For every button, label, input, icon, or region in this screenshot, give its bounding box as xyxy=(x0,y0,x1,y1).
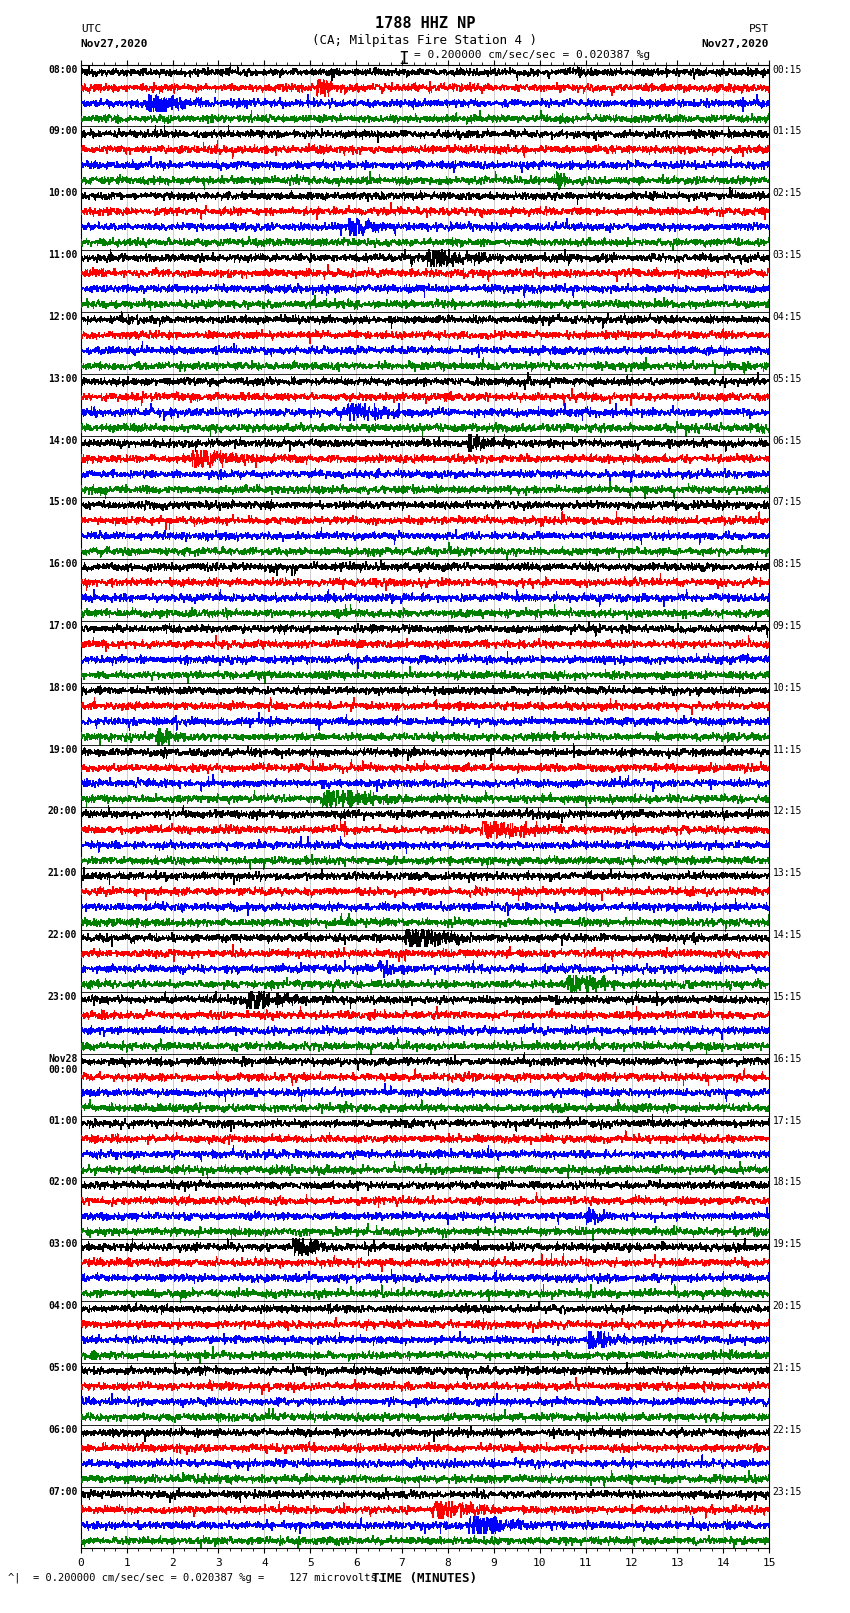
Text: 07:00: 07:00 xyxy=(48,1487,77,1497)
Text: 07:15: 07:15 xyxy=(773,497,802,508)
Text: 18:00: 18:00 xyxy=(48,682,77,694)
Text: 05:00: 05:00 xyxy=(48,1363,77,1373)
Text: 01:15: 01:15 xyxy=(773,126,802,137)
Text: 05:15: 05:15 xyxy=(773,374,802,384)
Text: 17:00: 17:00 xyxy=(48,621,77,631)
Text: 19:00: 19:00 xyxy=(48,745,77,755)
Text: 04:15: 04:15 xyxy=(773,311,802,323)
Text: 22:15: 22:15 xyxy=(773,1424,802,1436)
Text: 13:00: 13:00 xyxy=(48,374,77,384)
Text: I: I xyxy=(399,50,409,68)
Text: 12:00: 12:00 xyxy=(48,311,77,323)
Text: ^|  = 0.200000 cm/sec/sec = 0.020387 %g =    127 microvolts.: ^| = 0.200000 cm/sec/sec = 0.020387 %g =… xyxy=(8,1573,383,1584)
Text: 02:00: 02:00 xyxy=(48,1177,77,1187)
Text: 13:15: 13:15 xyxy=(773,868,802,879)
Text: 17:15: 17:15 xyxy=(773,1116,802,1126)
Text: 22:00: 22:00 xyxy=(48,931,77,940)
Text: 20:00: 20:00 xyxy=(48,806,77,816)
Text: 16:15: 16:15 xyxy=(773,1053,802,1065)
Text: (CA; Milpitas Fire Station 4 ): (CA; Milpitas Fire Station 4 ) xyxy=(313,34,537,47)
Text: 09:15: 09:15 xyxy=(773,621,802,631)
Text: 14:00: 14:00 xyxy=(48,436,77,445)
Text: 11:00: 11:00 xyxy=(48,250,77,260)
Text: 08:00: 08:00 xyxy=(48,65,77,74)
Text: UTC: UTC xyxy=(81,24,101,34)
Text: 09:00: 09:00 xyxy=(48,126,77,137)
Text: 08:15: 08:15 xyxy=(773,560,802,569)
Text: 03:15: 03:15 xyxy=(773,250,802,260)
Text: 12:15: 12:15 xyxy=(773,806,802,816)
Text: 23:15: 23:15 xyxy=(773,1487,802,1497)
Text: 23:00: 23:00 xyxy=(48,992,77,1002)
X-axis label: TIME (MINUTES): TIME (MINUTES) xyxy=(372,1573,478,1586)
Text: Nov27,2020: Nov27,2020 xyxy=(702,39,769,48)
Text: Nov27,2020: Nov27,2020 xyxy=(81,39,148,48)
Text: 14:15: 14:15 xyxy=(773,931,802,940)
Text: 03:00: 03:00 xyxy=(48,1239,77,1250)
Text: 11:15: 11:15 xyxy=(773,745,802,755)
Text: 06:15: 06:15 xyxy=(773,436,802,445)
Text: 10:15: 10:15 xyxy=(773,682,802,694)
Text: 20:15: 20:15 xyxy=(773,1302,802,1311)
Text: Nov28
00:00: Nov28 00:00 xyxy=(48,1053,77,1076)
Text: 21:00: 21:00 xyxy=(48,868,77,879)
Text: 18:15: 18:15 xyxy=(773,1177,802,1187)
Text: 16:00: 16:00 xyxy=(48,560,77,569)
Text: = 0.200000 cm/sec/sec = 0.020387 %g: = 0.200000 cm/sec/sec = 0.020387 %g xyxy=(414,50,650,60)
Text: 06:00: 06:00 xyxy=(48,1424,77,1436)
Text: 04:00: 04:00 xyxy=(48,1302,77,1311)
Text: 15:15: 15:15 xyxy=(773,992,802,1002)
Text: 10:00: 10:00 xyxy=(48,189,77,198)
Text: 19:15: 19:15 xyxy=(773,1239,802,1250)
Text: 00:15: 00:15 xyxy=(773,65,802,74)
Text: PST: PST xyxy=(749,24,769,34)
Text: 21:15: 21:15 xyxy=(773,1363,802,1373)
Text: 02:15: 02:15 xyxy=(773,189,802,198)
Text: 15:00: 15:00 xyxy=(48,497,77,508)
Text: 01:00: 01:00 xyxy=(48,1116,77,1126)
Text: 1788 HHZ NP: 1788 HHZ NP xyxy=(375,16,475,31)
